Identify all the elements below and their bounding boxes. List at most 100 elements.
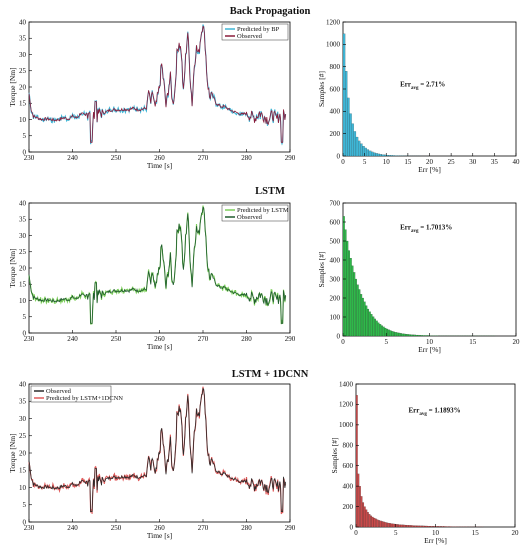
- histogram-bar: [389, 330, 392, 337]
- x-tick-label: 240: [67, 524, 78, 532]
- x-tick-label: 30: [469, 158, 477, 166]
- line-chart-1: 230 240 250 260 270 280 290 0 5 10 15 20 25 30 35 40 Tim…: [8, 18, 296, 170]
- y-tick-label: 200: [343, 503, 354, 511]
- y-tick-label: 35: [19, 398, 27, 406]
- y-tick-label: 35: [19, 35, 27, 43]
- y-tick-label: 0: [350, 523, 354, 531]
- histogram-bar: [441, 526, 444, 528]
- histogram-bar: [388, 155, 391, 157]
- histogram-bar: [402, 524, 404, 528]
- histogram-bar: [424, 525, 427, 528]
- histogram-bar: [396, 332, 399, 337]
- x-tick-label: 0: [354, 529, 358, 537]
- x-tick-label: 5: [385, 338, 389, 346]
- x-tick-label: 260: [154, 154, 165, 162]
- histogram-bar: [440, 526, 442, 528]
- histogram-bar: [357, 473, 360, 528]
- histogram-bar: [400, 333, 402, 337]
- legend-box: [221, 204, 289, 222]
- y-tick-label: 200: [330, 130, 341, 138]
- x-axis-label: Time [s]: [147, 161, 172, 170]
- x-tick-label: 20: [512, 529, 520, 537]
- histogram-bar: [405, 524, 407, 528]
- histogram-bar: [390, 523, 393, 528]
- y-tick-label: 400: [343, 482, 354, 490]
- histogram-bar: [345, 71, 348, 157]
- histogram-bar: [381, 521, 384, 528]
- histogram-bar: [446, 526, 449, 528]
- chart-title: Back Propagation: [230, 6, 311, 17]
- y-tick-label: 600: [330, 85, 341, 93]
- series-line-obs: [28, 387, 286, 512]
- annotation-subscript: avg: [411, 86, 419, 91]
- x-tick-label: 240: [67, 335, 78, 343]
- histogram-bar: [364, 147, 367, 157]
- histogram-bar: [387, 522, 390, 528]
- histogram-bar: [362, 146, 365, 157]
- y-axis-label: Torque [Nm]: [8, 248, 17, 287]
- histogram-bar: [379, 154, 383, 157]
- y-tick-label: 30: [19, 415, 27, 423]
- histogram-bar: [375, 153, 378, 157]
- histogram-bar: [371, 151, 374, 157]
- histogram-bar: [342, 216, 345, 337]
- histogram-bar: [363, 506, 366, 528]
- y-tick-label: 15: [19, 467, 27, 475]
- legend-box: [30, 385, 112, 403]
- y-tick-label: 35: [19, 216, 27, 224]
- histogram-bar: [368, 150, 372, 157]
- x-tick-label: 270: [198, 154, 209, 162]
- histogram-bar: [382, 521, 385, 528]
- histogram-bar: [398, 332, 401, 337]
- histogram-bar: [384, 522, 387, 528]
- histogram-bar: [381, 154, 385, 157]
- y-tick-label: 25: [19, 432, 27, 440]
- histogram-bar: [349, 258, 352, 337]
- y-tick-label: 400: [330, 108, 341, 116]
- histogram-bar: [412, 334, 415, 337]
- histogram-bar: [351, 123, 354, 157]
- series-line-obs: [28, 25, 286, 143]
- y-tick-label: 800: [343, 442, 354, 450]
- line-chart-2: 230 240 250 260 270 280 290 0 5 10 15 20 25 30 35 40 Tim…: [8, 199, 296, 351]
- chart-title: LSTM + 1DCNN: [232, 369, 309, 380]
- histogram-bar: [391, 331, 394, 337]
- legend-entry: Predicted by LSTM+1DCNN: [46, 395, 123, 402]
- x-tick-label: 290: [285, 154, 296, 162]
- histogram-bar: [379, 520, 382, 528]
- histogram-bar: [360, 496, 363, 528]
- x-axis-label: Err [%]: [418, 345, 441, 354]
- histogram-bar: [361, 297, 364, 337]
- x-tick-label: 10: [432, 529, 440, 537]
- x-tick-label: 20: [426, 158, 434, 166]
- x-tick-label: 230: [24, 335, 35, 343]
- histogram-bar: [432, 526, 434, 528]
- x-tick-label: 250: [111, 154, 122, 162]
- histogram-bar: [449, 526, 452, 528]
- y-axis-label: Torque [Nm]: [8, 433, 17, 472]
- annotation-value: = 2.71%: [418, 80, 445, 88]
- histogram-bar: [372, 316, 375, 337]
- error-average-annotation: Erravg = 2.71%: [400, 80, 445, 91]
- legend-entry: Observed: [46, 388, 72, 395]
- y-tick-label: 400: [330, 256, 341, 264]
- legend-entry: Observed: [237, 33, 263, 40]
- y-tick-label: 30: [19, 232, 27, 240]
- y-tick-label: 40: [19, 380, 27, 388]
- y-tick-label: 0: [23, 329, 27, 337]
- histogram-bar: [355, 136, 359, 157]
- histogram-bar: [378, 520, 380, 528]
- histogram-bar: [398, 524, 401, 528]
- error-average-annotation: Erravg = 1.1893%: [408, 407, 460, 418]
- histogram-bar: [408, 334, 411, 337]
- histogram-bar: [419, 335, 421, 337]
- plot-frame: [355, 383, 516, 528]
- x-tick-label: 230: [24, 154, 35, 162]
- y-tick-label: 0: [23, 148, 27, 156]
- histogram-bar: [363, 301, 366, 337]
- histogram-bar: [355, 395, 358, 528]
- histogram-bar: [351, 265, 354, 337]
- histogram-bar: [353, 272, 356, 337]
